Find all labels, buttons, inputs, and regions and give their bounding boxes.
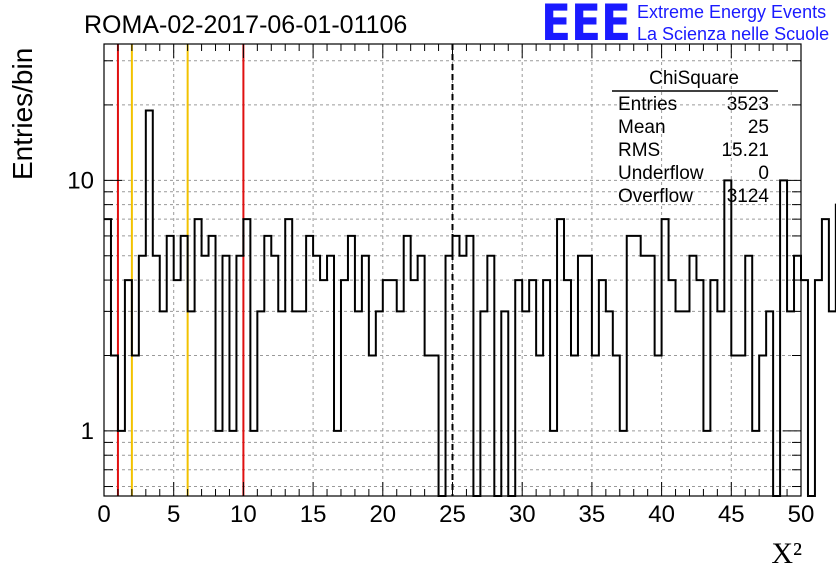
x-tick-label: 15 <box>300 501 327 528</box>
stats-value: 3523 <box>727 94 769 115</box>
stats-box: ChiSquare Entries 3523 Mean 25 RMS 15.21 Under… <box>612 68 778 207</box>
y-tick-label: 10 <box>67 167 94 194</box>
logo-line-2: La Scienza nelle Scuole <box>637 24 829 44</box>
x-tick-label: 25 <box>439 501 466 528</box>
eee-logo: EEE <box>541 0 631 52</box>
x-tick-label: 40 <box>648 501 675 528</box>
stats-label: Mean <box>618 117 666 138</box>
stats-rows: Entries 3523 Mean 25 RMS 15.21 Underflow 0 Overf… <box>618 94 769 207</box>
stats-value: 25 <box>748 117 769 138</box>
logo-line-1: Extreme Energy Events <box>637 2 826 22</box>
stats-value: 15.21 <box>721 140 769 161</box>
stats-label: Overflow <box>618 186 693 207</box>
chart-title: ROMA-02-2017-06-01-01106 <box>84 11 407 39</box>
x-tick-label: 35 <box>579 501 606 528</box>
x-tick-label: 20 <box>369 501 396 528</box>
x-tick-label: 50 <box>788 501 815 528</box>
stats-value: 0 <box>758 163 769 184</box>
stats-label: Underflow <box>618 163 704 184</box>
stats-value: 3124 <box>727 186 770 207</box>
x-tick-label: 45 <box>718 501 745 528</box>
x-tick-label: 5 <box>167 501 180 528</box>
stats-label: Entries <box>618 94 677 115</box>
x-axis-title: X² <box>771 537 802 570</box>
stats-box-title: ChiSquare <box>649 68 739 89</box>
x-tick-label: 30 <box>509 501 536 528</box>
x-tick-label: 0 <box>97 501 110 528</box>
x-tick-label: 10 <box>230 501 257 528</box>
y-axis-title: Entries/bin <box>7 48 38 180</box>
axis-ticks: 0 5 10 15 20 25 30 35 40 45 50 1 10 <box>67 44 814 528</box>
y-tick-label: 1 <box>81 418 94 445</box>
stats-label: RMS <box>618 140 660 161</box>
